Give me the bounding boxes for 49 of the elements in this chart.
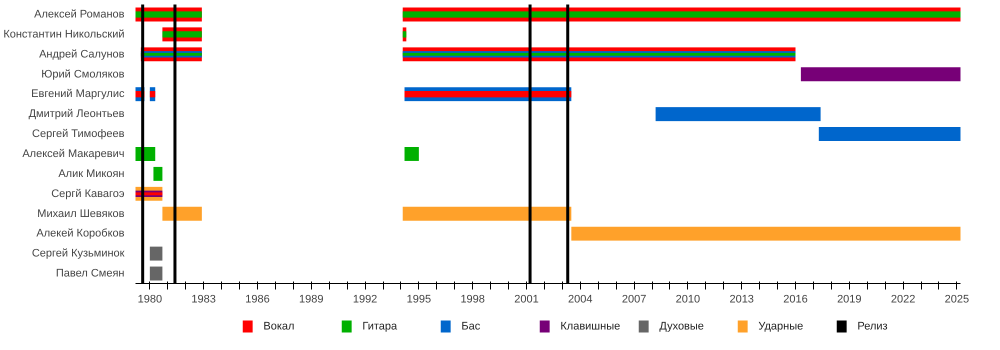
x-tick-label: 2010 [676, 294, 700, 306]
x-tick-label: 2013 [729, 294, 754, 306]
y-tick-label: Алексей Романов [34, 8, 125, 20]
x-tick-label: 2022 [890, 294, 916, 306]
legend-label: Вокал [263, 320, 294, 332]
x-tick-label: 2016 [783, 294, 808, 306]
x-tick-label: 1998 [460, 294, 485, 306]
legend-label: Духовые [659, 320, 704, 332]
y-tick-label: Алексей Макаревич [22, 148, 125, 160]
legend-label: Релиз [857, 320, 888, 332]
x-tick-label: 2004 [568, 294, 593, 306]
bar [162, 206, 202, 221]
x-tick-label: 1983 [191, 294, 216, 306]
y-tick-label: Сергй Кавагоэ [51, 188, 125, 200]
y-tick-label: Михаил Шевяков [37, 208, 125, 220]
bar [404, 91, 572, 98]
legend-label: Бас [461, 320, 481, 332]
bar [402, 31, 406, 38]
bar [150, 91, 156, 98]
bar [150, 246, 162, 261]
x-tick-label: 2025 [944, 294, 970, 306]
x-tick-label: 1992 [352, 294, 378, 306]
bar [818, 127, 960, 142]
y-tick-label: Евгений Маргулис [31, 88, 125, 100]
y-tick-label: Сергей Кузьминок [32, 248, 125, 260]
bar [800, 67, 960, 82]
bar [571, 226, 960, 241]
x-tick-label: 1980 [138, 294, 162, 306]
bar [402, 11, 960, 18]
y-tick-label: Алик Микоян [58, 168, 125, 180]
y-tick-label: Константин Никольский [3, 28, 124, 40]
y-tick-label: Сергей Тимофеев [32, 128, 125, 140]
y-tick-label: Павел Смеян [56, 268, 125, 280]
y-tick-label: Андрей Салунов [39, 48, 125, 60]
bar [656, 107, 821, 122]
legend-label: Клавишные [560, 320, 620, 332]
x-tick-label: 1995 [406, 294, 432, 306]
x-tick-label: 1986 [245, 294, 270, 306]
y-tick-label: Юрий Смоляков [41, 68, 125, 80]
legend-label: Ударные [758, 320, 804, 332]
x-tick-label: 2007 [622, 294, 646, 306]
bar [150, 266, 162, 281]
x-tick-label: 2001 [514, 294, 539, 306]
y-tick-label: Дмитрий Леонтьев [28, 108, 125, 120]
legend-label: Гитара [362, 320, 398, 332]
x-tick-label: 1989 [299, 294, 324, 306]
bar [402, 206, 572, 221]
y-tick-label: Алекей Коробков [36, 228, 125, 240]
x-tick-label: 2019 [837, 294, 862, 306]
